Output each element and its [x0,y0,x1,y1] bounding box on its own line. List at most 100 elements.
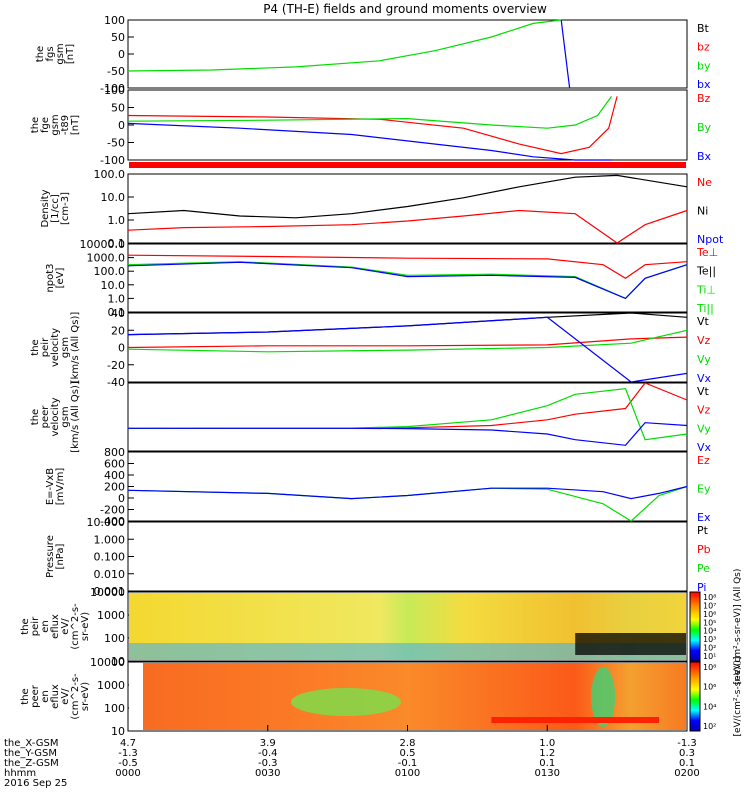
y-tick-label: 100 [104,14,125,27]
colorbar-tick-label: 10² [703,644,716,653]
y-tick-label: 0.100 [94,551,126,564]
y-axis-label: [mV/m] [55,468,66,506]
y-axis-label: sr-eV) [80,612,91,641]
x-tick-label: 0100 [395,768,420,779]
legend-label: Pb [697,543,711,556]
y-axis-label: the [20,688,31,704]
y-tick-label: -50 [107,65,125,78]
y-axis-label: peer [40,405,51,429]
y-tick-label: 1000 [97,679,125,692]
y-tick-label: -200 [100,504,125,517]
peir-spectrogram-low-band [129,643,686,660]
legend-label: Te|| [696,265,716,278]
y-axis-label: [km/s (All Qs)] [70,381,81,453]
x-row-name: hhmm [4,768,36,779]
y-tick-label: 1000 [97,609,125,622]
y-axis-label: eV/ [60,618,71,635]
colorbar [689,591,701,662]
legend-label: Vx [697,441,712,454]
y-tick-label: 1.0 [108,292,126,305]
y-tick-label: 1.0 [108,214,126,227]
legend-label: Vz [697,404,711,417]
panel-frame-peer_vel [127,382,688,452]
colorbar [689,661,701,732]
legend-label: Bx [697,150,712,163]
x-tick-label: -0.4 [258,748,278,759]
y-tick-label: 10000 [90,586,125,599]
series-line-temp-Te⊥ [127,254,688,280]
peer-spectrogram-red-band [491,717,660,723]
x-tick-label: -0.5 [118,758,138,769]
legend-label: Pi [697,581,706,594]
y-axis-label: Density [40,189,51,227]
y-axis-label: eflux [50,614,61,639]
colorbar-tick-label: 10¹ [703,652,716,661]
series-line-fge-By [127,96,612,129]
y-tick-label: 10 [111,655,125,668]
legend-label: Vy [697,422,711,435]
y-tick-label: 0 [118,48,125,61]
y-tick-label: -100 [100,82,125,95]
x-date-label: 2016 Sep 25 [4,778,67,789]
x-tick-label: 1.0 [539,738,555,749]
legend-label: Ez [697,454,710,467]
y-tick-label: 1000.0 [87,252,126,265]
y-axis-label: the [30,339,41,355]
legend-label: bx [697,78,711,91]
legend-label: Vy [697,353,711,366]
series-line-peir_vel-Vx [127,316,688,383]
y-tick-label: 0.1 [108,237,126,250]
x-tick-label: 0200 [674,768,699,779]
y-tick-label: 100 [104,632,125,645]
y-axis-label: eflux [50,684,61,709]
y-tick-label: -50 [107,137,125,150]
panel-frame-pressure [127,521,688,592]
y-axis-label: [eV] [55,268,66,289]
y-tick-label: 10.0 [101,191,126,204]
y-tick-label: 0.1 [108,306,126,319]
colorbar-tick-label: 10⁸ [703,593,716,602]
fge-red-band [129,162,686,168]
y-tick-label: 800 [104,446,125,459]
colorbar-label: [eV/(cm²-s-sr-eV)] [733,656,743,736]
y-axis-label: fgs [45,46,56,61]
y-axis-label: (cm^2-s- [70,673,81,720]
y-tick-label: 0.010 [94,568,126,581]
y-tick-label: 10.0 [101,279,126,292]
x-tick-label: -0.1 [398,758,418,769]
y-axis-label: gsm [60,337,71,358]
y-axis-label: peir [30,616,41,636]
legend-label: Ti|| [696,302,714,315]
x-tick-label: 0.3 [679,748,695,759]
y-tick-label: 10000 [90,656,125,669]
series-line-temp-Ti|| [127,261,688,300]
x-tick-label: 3.9 [260,738,276,749]
y-axis-label: peir [40,337,51,357]
y-tick-label: 50 [111,31,125,44]
panel-frame-efield [127,451,688,522]
legend-label: bz [697,41,710,54]
series-line-peir_vel-Vz [127,336,688,349]
series-line-density-Ne [127,209,688,244]
x-row-name: the_Y-GSM [4,748,57,759]
y-axis-label: npot3 [45,263,56,292]
legend-label: Ex [697,511,711,524]
y-axis-label: fge [40,117,51,133]
legend-label: Pt [697,524,709,537]
y-tick-label: 10 [111,725,125,738]
y-tick-label: -20 [107,359,125,372]
y-tick-label: 100.0 [94,265,126,278]
y-axis-label: [nPa] [55,543,66,569]
y-axis-label: eV/ [60,688,71,705]
colorbar-tick-label: 10⁶ [703,610,716,619]
series-line-density-Ni [127,174,688,219]
colorbar-tick-label: 10⁶ [703,683,716,692]
x-tick-label: 0.1 [539,758,555,769]
series-line-temp-Ti⊥ [127,261,688,300]
panel-frame-peir_vel [127,312,688,383]
legend-label: Pe [697,562,710,575]
series-line-peir_vel-Vt [127,312,688,336]
panel-frame-density [127,173,688,244]
